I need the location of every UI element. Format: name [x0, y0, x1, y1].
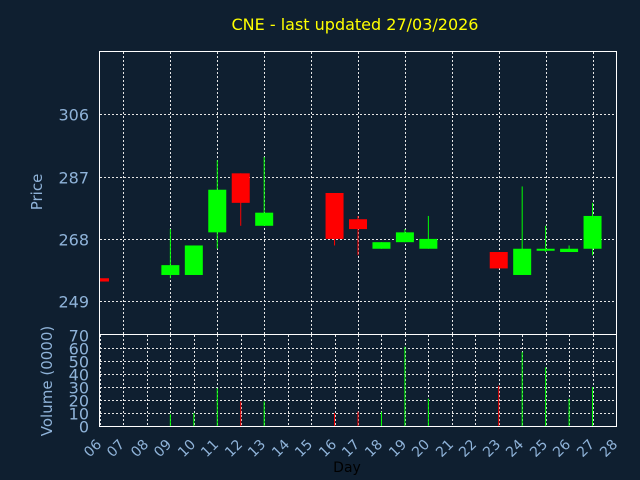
day-tick-label: 28: [597, 437, 621, 461]
candle-body: [583, 215, 602, 249]
volume-bar: [216, 388, 218, 426]
day-tick-labels: 06 07 08 09 10 11 12 13 14 15 16 17 18 19 20 21 22 23 24 25…: [81, 437, 621, 461]
candle-body: [100, 278, 109, 282]
volume-bar: [545, 367, 547, 426]
candle-body: [184, 245, 203, 275]
volume-bar: [427, 398, 429, 426]
volume-tick-label: 10: [69, 405, 89, 424]
day-tick-label: 17: [339, 437, 363, 461]
chart-title: CNE - last updated 27/03/2026: [232, 15, 479, 34]
candle-body: [489, 252, 508, 269]
candle-body: [419, 238, 438, 249]
volume-axis-label: Volume (0000): [38, 326, 56, 436]
volume-tick-label: 60: [69, 340, 89, 359]
price-tick-label: 249: [58, 293, 89, 312]
day-tick-label: 22: [456, 437, 480, 461]
price-tick-label: 306: [58, 106, 89, 125]
day-tick-label: 08: [128, 437, 152, 461]
candles: [99, 156, 602, 282]
volume-bar: [263, 401, 265, 426]
volume-panel-frame: [99, 334, 617, 427]
candle-body: [255, 212, 274, 226]
day-tick-label: 20: [409, 437, 433, 461]
candle-body: [372, 242, 391, 249]
candle-body: [208, 189, 227, 233]
volume-bar: [334, 413, 336, 426]
day-tick-label: 10: [175, 437, 199, 461]
day-axis-label: Day: [333, 460, 361, 476]
day-tick-label: 09: [151, 437, 175, 461]
price-tick-label: 268: [58, 231, 89, 250]
volume-bar: [498, 385, 500, 426]
day-tick-label: 14: [269, 437, 293, 461]
day-tick-label: 26: [550, 437, 574, 461]
candle-body: [349, 219, 367, 230]
day-tick-label: 24: [503, 437, 527, 461]
candle-body: [513, 248, 532, 275]
day-tick-label: 11: [198, 437, 222, 461]
day-tick-label: 07: [104, 437, 128, 461]
day-tick-label: 25: [527, 437, 551, 461]
volume-tick-label: 40: [69, 366, 89, 385]
candle-body: [231, 173, 250, 203]
volume-bar: [380, 411, 382, 426]
candle-body: [536, 248, 555, 251]
day-tick-label: 13: [245, 437, 269, 461]
volume-tick-label: 20: [69, 392, 89, 411]
day-tick-label: 21: [433, 437, 457, 461]
volume-bar: [521, 351, 523, 426]
candle-body: [395, 232, 414, 243]
volume-bar: [193, 413, 195, 426]
candle-body: [325, 193, 344, 239]
price-tick-label: 287: [58, 169, 89, 188]
volume-tick-label: 0: [79, 418, 89, 437]
volume-bar: [592, 387, 594, 426]
day-tick-label: 27: [574, 437, 598, 461]
candle-body: [560, 248, 579, 253]
day-tick-label: 12: [222, 437, 246, 461]
day-tick-label: 15: [292, 437, 316, 461]
price-axis-label: Price: [28, 174, 46, 211]
volume-bar: [404, 346, 406, 426]
day-tick-label: 23: [480, 437, 504, 461]
price-grid: [100, 52, 616, 334]
day-tick-label: 06: [81, 437, 105, 461]
price-tick-labels: 249 268 287 306: [58, 106, 89, 312]
day-tick-label: 18: [362, 437, 386, 461]
day-tick-label: 16: [316, 437, 340, 461]
day-tick-label: 19: [386, 437, 410, 461]
volume-bar: [169, 414, 171, 426]
volume-bar: [357, 411, 359, 426]
volume-tick-label: 70: [69, 327, 89, 346]
candle-body: [161, 265, 180, 275]
volume-tick-label: 50: [69, 353, 89, 372]
volume-bar: [240, 401, 242, 426]
volume-bars: [169, 346, 594, 426]
volume-tick-label: 30: [69, 379, 89, 398]
volume-bar: [568, 398, 570, 426]
